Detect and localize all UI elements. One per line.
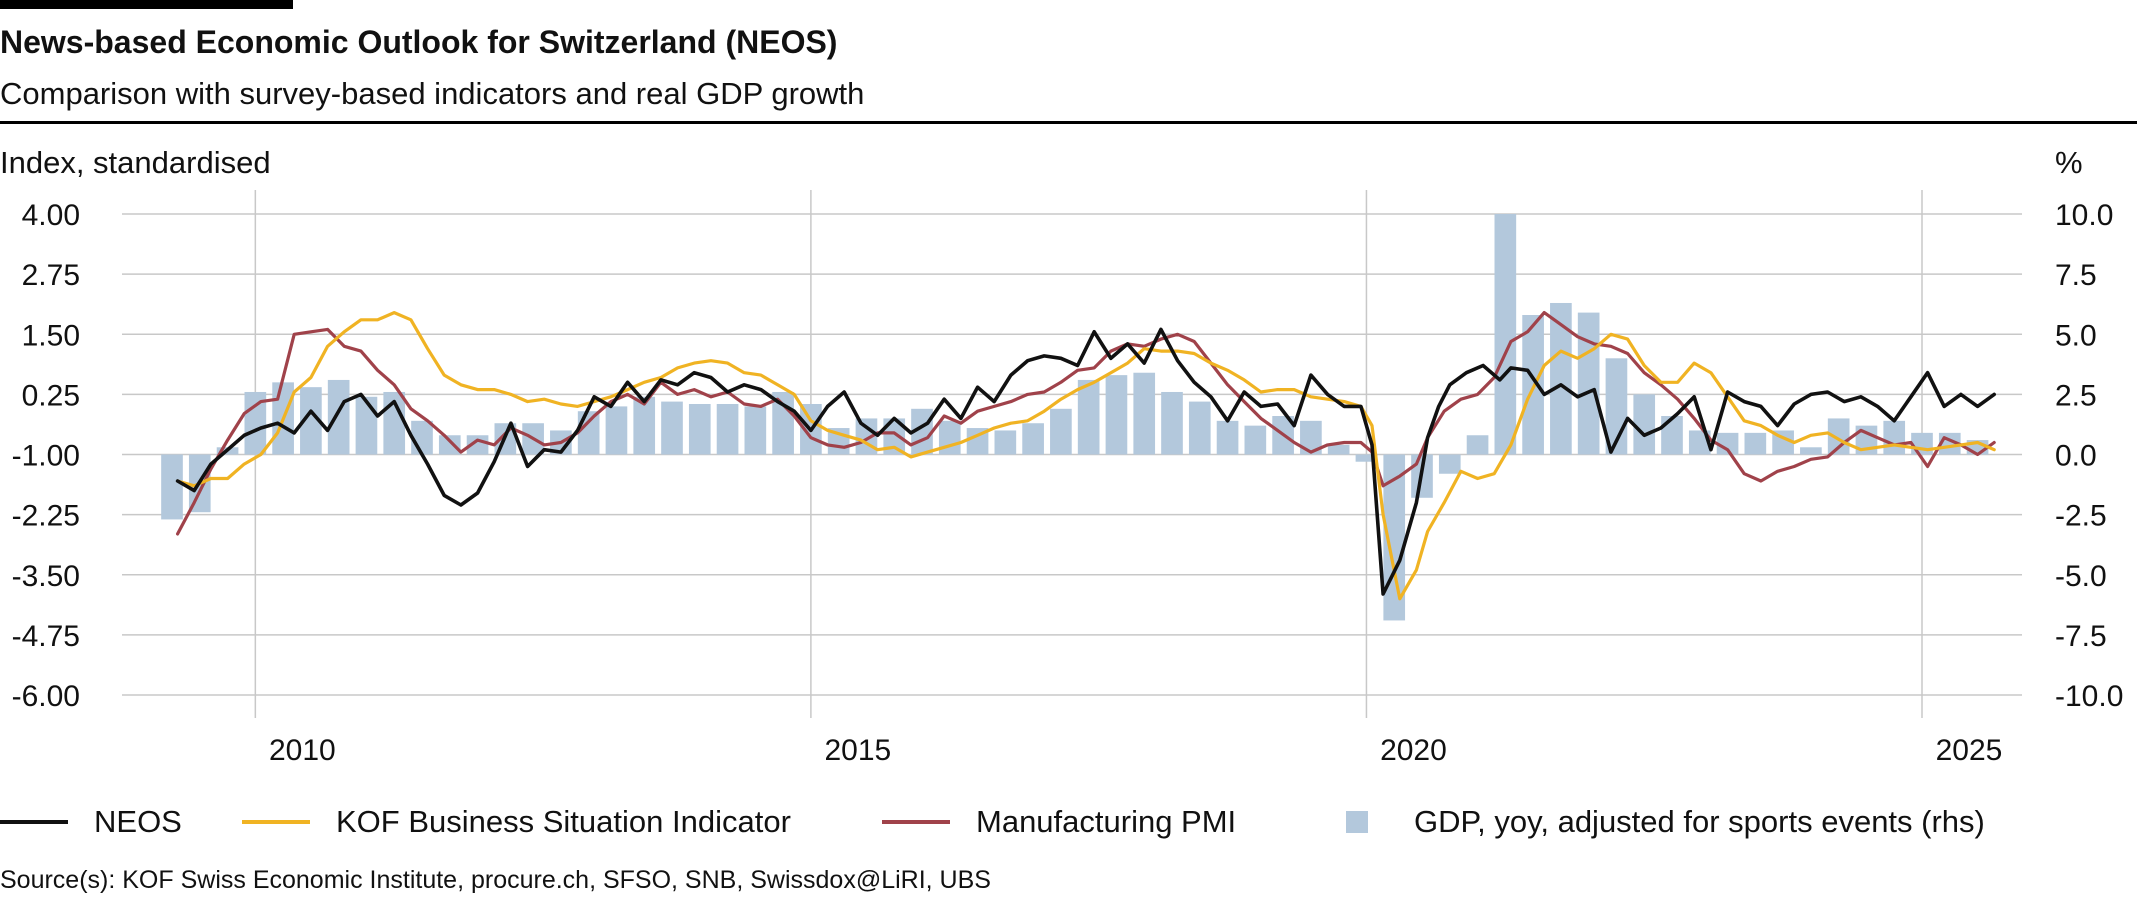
chart-subtitle: Comparison with survey-based indicators … <box>0 76 865 111</box>
source-note: Source(s): KOF Swiss Economic Institute,… <box>0 866 991 894</box>
y-tick-right: -2.5 <box>2055 500 2107 533</box>
gdp-bar <box>1300 420 1322 455</box>
gdp-bar <box>1800 447 1822 455</box>
gdp-bar <box>1466 435 1489 455</box>
legend-item-gdp: GDP, yoy, adjusted for sports events (rh… <box>1324 800 1985 844</box>
gdp-bar <box>883 418 906 455</box>
gdp-bar <box>1494 214 1517 455</box>
y-tick-left: -1.00 <box>12 440 80 473</box>
gdp-bar <box>688 403 711 455</box>
axis-labels: 4.00 10.0 2.75 7.5 1.50 5.0 0.25 2.5 -1.00 0.0 -2.… <box>12 199 2124 767</box>
gdp-bar <box>1661 416 1683 455</box>
y-tick-left: -4.75 <box>12 620 80 653</box>
legend-swatch-neos <box>0 820 68 824</box>
y-tick-left: 2.75 <box>22 259 80 292</box>
chart-title: News-based Economic Outlook for Switzerl… <box>0 24 838 60</box>
gdp-bars <box>161 214 1989 621</box>
gdp-bar <box>605 406 628 455</box>
series-line-pmi <box>176 311 1996 536</box>
legend-swatch-kof <box>242 820 310 824</box>
legend-item-pmi: Manufacturing PMI <box>882 800 1236 844</box>
y-tick-right: 7.5 <box>2055 259 2097 292</box>
series-lines <box>175 311 1996 601</box>
legend-label-pmi: Manufacturing PMI <box>976 804 1237 839</box>
gdp-bar <box>1911 432 1933 455</box>
y-tick-left: 1.50 <box>22 319 80 352</box>
y-tick-left: -3.50 <box>12 560 80 593</box>
gdp-bar <box>1550 302 1572 455</box>
gdp-bar <box>744 406 767 455</box>
gdp-bar <box>1188 401 1211 455</box>
series-line-neos <box>175 327 1996 596</box>
gdp-bar <box>994 430 1017 455</box>
header-rule <box>0 121 2137 124</box>
x-tick-label: 2020 <box>1380 734 1447 767</box>
header-accent-bar <box>0 0 293 9</box>
gdp-bar <box>633 396 656 455</box>
y-tick-right: -5.0 <box>2055 560 2107 593</box>
gdp-bar <box>1577 312 1600 455</box>
gdp-bar <box>1744 432 1767 455</box>
gdp-bar <box>1244 425 1267 455</box>
y-axis-left-label: Index, standardised <box>0 145 271 180</box>
gdp-bar <box>411 420 433 455</box>
legend: NEOS KOF Business Situation Indicator Ma… <box>0 800 2137 844</box>
gdp-bar <box>1161 391 1183 455</box>
y-tick-right: 0.0 <box>2055 440 2097 473</box>
x-tick-label: 2015 <box>825 734 892 767</box>
gdp-bar <box>355 396 378 455</box>
gdp-bar <box>1216 420 1239 455</box>
y-tick-right: 10.0 <box>2055 199 2113 232</box>
x-tick-label: 2025 <box>1936 734 2003 767</box>
y-tick-right: -10.0 <box>2055 680 2123 713</box>
gdp-bar <box>1355 454 1378 462</box>
chart-canvas: Index, standardised % 4.00 10.0 2.75 7.5 1.5… <box>0 145 2124 767</box>
gdp-bar <box>1077 379 1100 455</box>
y-tick-left: 0.25 <box>22 379 80 412</box>
legend-item-neos: NEOS <box>0 800 182 844</box>
legend-swatch-gdp <box>1346 811 1368 833</box>
gdp-bar <box>1716 432 1739 455</box>
y-tick-left: -2.25 <box>12 500 80 533</box>
gdp-bar <box>1438 454 1461 474</box>
gdp-bar <box>300 387 322 455</box>
gdp-bar <box>716 403 739 455</box>
gdp-bar <box>327 379 350 455</box>
gdp-bar <box>577 411 600 455</box>
legend-swatch-pmi <box>882 820 950 824</box>
gdp-bar <box>1022 423 1044 455</box>
legend-label-gdp: GDP, yoy, adjusted for sports events (rh… <box>1414 804 1985 839</box>
y-tick-right: 5.0 <box>2055 319 2097 352</box>
gdp-bar <box>661 401 683 455</box>
gdp-bar <box>161 454 183 520</box>
legend-label-kof: KOF Business Situation Indicator <box>336 804 791 839</box>
legend-item-kof: KOF Business Situation Indicator <box>242 800 791 844</box>
y-tick-left: -6.00 <box>12 680 80 713</box>
y-tick-left: 4.00 <box>22 199 80 232</box>
legend-label-neos: NEOS <box>94 804 182 839</box>
gdp-bar <box>1133 372 1156 455</box>
x-tick-label: 2010 <box>269 734 336 767</box>
y-tick-right: -7.5 <box>2055 620 2107 653</box>
gdp-bar <box>1105 375 1128 455</box>
gdp-bar <box>1050 408 1072 455</box>
series-line-kof <box>176 311 1996 601</box>
y-tick-right: 2.5 <box>2055 379 2097 412</box>
gdp-bar <box>1827 418 1850 455</box>
gdp-bar <box>438 435 461 455</box>
y-axis-right-label: % <box>2055 145 2083 180</box>
gdp-bar <box>1883 420 1906 455</box>
gdp-bar <box>1633 394 1656 455</box>
gdp-bar <box>1327 444 1350 455</box>
